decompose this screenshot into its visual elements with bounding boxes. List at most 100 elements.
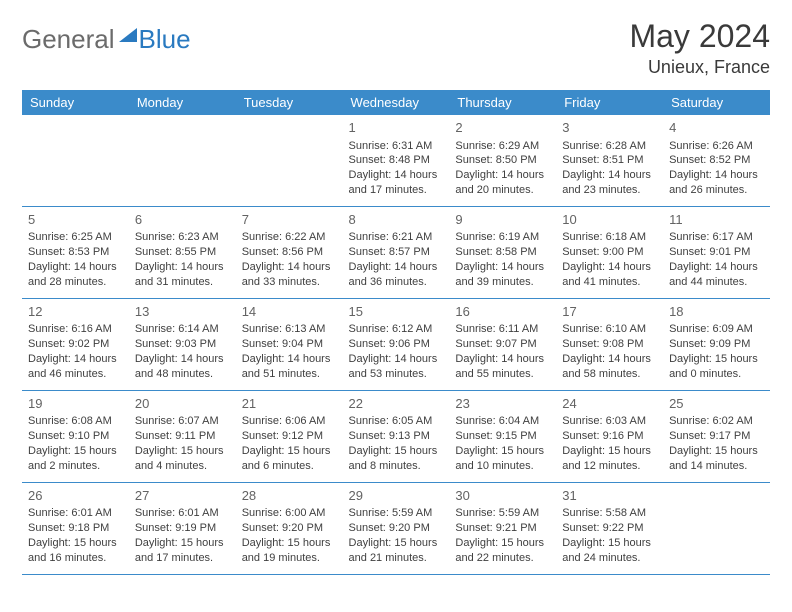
- calendar-day-cell: 17Sunrise: 6:10 AMSunset: 9:08 PMDayligh…: [556, 298, 663, 390]
- daylight-line: Daylight: 14 hours and 36 minutes.: [349, 260, 444, 290]
- sunset-line: Sunset: 8:56 PM: [242, 245, 337, 260]
- weekday-header: Tuesday: [236, 90, 343, 115]
- daylight-line: Daylight: 15 hours and 22 minutes.: [455, 536, 550, 566]
- day-number: 23: [455, 395, 550, 413]
- day-number: 3: [562, 119, 657, 137]
- day-number: 19: [28, 395, 123, 413]
- sunset-line: Sunset: 8:55 PM: [135, 245, 230, 260]
- daylight-line: Daylight: 14 hours and 48 minutes.: [135, 352, 230, 382]
- logo-text-blue: Blue: [139, 24, 191, 55]
- daylight-line: Daylight: 15 hours and 24 minutes.: [562, 536, 657, 566]
- day-number: 17: [562, 303, 657, 321]
- calendar-body: 1Sunrise: 6:31 AMSunset: 8:48 PMDaylight…: [22, 115, 770, 574]
- calendar-day-cell: 18Sunrise: 6:09 AMSunset: 9:09 PMDayligh…: [663, 298, 770, 390]
- title-block: May 2024 Unieux, France: [629, 18, 770, 78]
- daylight-line: Daylight: 14 hours and 46 minutes.: [28, 352, 123, 382]
- calendar-day-cell: 28Sunrise: 6:00 AMSunset: 9:20 PMDayligh…: [236, 482, 343, 574]
- calendar-day-cell: 20Sunrise: 6:07 AMSunset: 9:11 PMDayligh…: [129, 390, 236, 482]
- calendar-day-cell: 11Sunrise: 6:17 AMSunset: 9:01 PMDayligh…: [663, 206, 770, 298]
- daylight-line: Daylight: 14 hours and 17 minutes.: [349, 168, 444, 198]
- sunrise-line: Sunrise: 6:09 AM: [669, 322, 764, 337]
- logo-text-general: General: [22, 24, 115, 55]
- daylight-line: Daylight: 15 hours and 14 minutes.: [669, 444, 764, 474]
- calendar-day-cell: 15Sunrise: 6:12 AMSunset: 9:06 PMDayligh…: [343, 298, 450, 390]
- calendar-day-cell: 6Sunrise: 6:23 AMSunset: 8:55 PMDaylight…: [129, 206, 236, 298]
- location: Unieux, France: [629, 57, 770, 78]
- sunset-line: Sunset: 8:50 PM: [455, 153, 550, 168]
- weekday-header: Wednesday: [343, 90, 450, 115]
- sunrise-line: Sunrise: 6:28 AM: [562, 139, 657, 154]
- daylight-line: Daylight: 14 hours and 31 minutes.: [135, 260, 230, 290]
- calendar-day-cell: 12Sunrise: 6:16 AMSunset: 9:02 PMDayligh…: [22, 298, 129, 390]
- daylight-line: Daylight: 14 hours and 44 minutes.: [669, 260, 764, 290]
- logo: General Blue: [22, 18, 191, 55]
- sunset-line: Sunset: 9:08 PM: [562, 337, 657, 352]
- calendar-day-cell: 23Sunrise: 6:04 AMSunset: 9:15 PMDayligh…: [449, 390, 556, 482]
- sunset-line: Sunset: 8:57 PM: [349, 245, 444, 260]
- sunset-line: Sunset: 9:13 PM: [349, 429, 444, 444]
- weekday-header: Friday: [556, 90, 663, 115]
- daylight-line: Daylight: 14 hours and 51 minutes.: [242, 352, 337, 382]
- daylight-line: Daylight: 15 hours and 21 minutes.: [349, 536, 444, 566]
- weekday-header: Sunday: [22, 90, 129, 115]
- sunset-line: Sunset: 9:17 PM: [669, 429, 764, 444]
- sunrise-line: Sunrise: 6:10 AM: [562, 322, 657, 337]
- calendar-day-cell: 26Sunrise: 6:01 AMSunset: 9:18 PMDayligh…: [22, 482, 129, 574]
- daylight-line: Daylight: 14 hours and 33 minutes.: [242, 260, 337, 290]
- sunset-line: Sunset: 9:20 PM: [349, 521, 444, 536]
- sunrise-line: Sunrise: 6:22 AM: [242, 230, 337, 245]
- sunset-line: Sunset: 9:12 PM: [242, 429, 337, 444]
- weekday-header: Thursday: [449, 90, 556, 115]
- day-number: 24: [562, 395, 657, 413]
- calendar-day-cell: 9Sunrise: 6:19 AMSunset: 8:58 PMDaylight…: [449, 206, 556, 298]
- calendar-week-row: 5Sunrise: 6:25 AMSunset: 8:53 PMDaylight…: [22, 206, 770, 298]
- daylight-line: Daylight: 15 hours and 12 minutes.: [562, 444, 657, 474]
- calendar-day-cell: 21Sunrise: 6:06 AMSunset: 9:12 PMDayligh…: [236, 390, 343, 482]
- sunset-line: Sunset: 9:04 PM: [242, 337, 337, 352]
- day-number: 30: [455, 487, 550, 505]
- sunrise-line: Sunrise: 6:08 AM: [28, 414, 123, 429]
- day-number: 9: [455, 211, 550, 229]
- daylight-line: Daylight: 14 hours and 53 minutes.: [349, 352, 444, 382]
- day-number: 26: [28, 487, 123, 505]
- calendar-day-cell: 31Sunrise: 5:58 AMSunset: 9:22 PMDayligh…: [556, 482, 663, 574]
- sunrise-line: Sunrise: 6:13 AM: [242, 322, 337, 337]
- daylight-line: Daylight: 14 hours and 39 minutes.: [455, 260, 550, 290]
- day-number: 7: [242, 211, 337, 229]
- sunset-line: Sunset: 8:51 PM: [562, 153, 657, 168]
- day-number: 15: [349, 303, 444, 321]
- sunrise-line: Sunrise: 6:18 AM: [562, 230, 657, 245]
- sunrise-line: Sunrise: 6:31 AM: [349, 139, 444, 154]
- sunset-line: Sunset: 9:03 PM: [135, 337, 230, 352]
- calendar-day-cell: 5Sunrise: 6:25 AMSunset: 8:53 PMDaylight…: [22, 206, 129, 298]
- sunset-line: Sunset: 8:58 PM: [455, 245, 550, 260]
- day-number: 13: [135, 303, 230, 321]
- daylight-line: Daylight: 15 hours and 0 minutes.: [669, 352, 764, 382]
- sunrise-line: Sunrise: 6:01 AM: [28, 506, 123, 521]
- daylight-line: Daylight: 15 hours and 2 minutes.: [28, 444, 123, 474]
- day-number: 28: [242, 487, 337, 505]
- daylight-line: Daylight: 15 hours and 16 minutes.: [28, 536, 123, 566]
- calendar-empty-cell: [663, 482, 770, 574]
- calendar-day-cell: 10Sunrise: 6:18 AMSunset: 9:00 PMDayligh…: [556, 206, 663, 298]
- sunrise-line: Sunrise: 6:00 AM: [242, 506, 337, 521]
- calendar-table: SundayMondayTuesdayWednesdayThursdayFrid…: [22, 90, 770, 575]
- calendar-day-cell: 27Sunrise: 6:01 AMSunset: 9:19 PMDayligh…: [129, 482, 236, 574]
- sunset-line: Sunset: 9:09 PM: [669, 337, 764, 352]
- day-number: 21: [242, 395, 337, 413]
- day-number: 27: [135, 487, 230, 505]
- sunrise-line: Sunrise: 6:16 AM: [28, 322, 123, 337]
- sunset-line: Sunset: 9:00 PM: [562, 245, 657, 260]
- calendar-day-cell: 24Sunrise: 6:03 AMSunset: 9:16 PMDayligh…: [556, 390, 663, 482]
- daylight-line: Daylight: 14 hours and 23 minutes.: [562, 168, 657, 198]
- sunrise-line: Sunrise: 6:06 AM: [242, 414, 337, 429]
- calendar-empty-cell: [129, 115, 236, 206]
- sunrise-line: Sunrise: 6:07 AM: [135, 414, 230, 429]
- calendar-empty-cell: [22, 115, 129, 206]
- sunset-line: Sunset: 9:20 PM: [242, 521, 337, 536]
- sunset-line: Sunset: 8:53 PM: [28, 245, 123, 260]
- sunrise-line: Sunrise: 6:19 AM: [455, 230, 550, 245]
- day-number: 11: [669, 211, 764, 229]
- daylight-line: Daylight: 14 hours and 28 minutes.: [28, 260, 123, 290]
- daylight-line: Daylight: 14 hours and 26 minutes.: [669, 168, 764, 198]
